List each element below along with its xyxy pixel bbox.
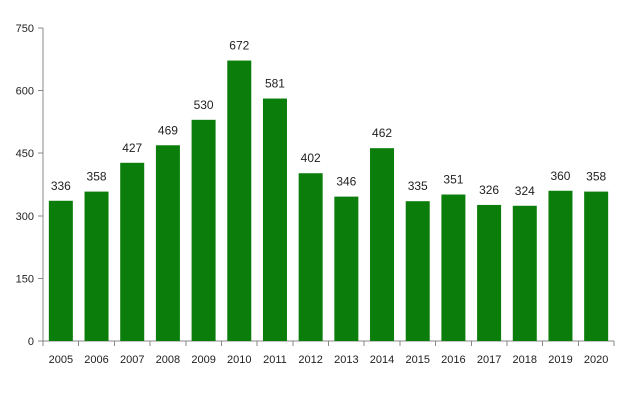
bars — [48, 60, 609, 342]
data-label-2008: 469 — [158, 123, 178, 137]
x-tick-label: 2019 — [548, 354, 572, 366]
data-label-2010: 672 — [229, 39, 249, 53]
x-tick-label: 2016 — [441, 354, 465, 366]
x-tick-label: 2020 — [584, 354, 608, 366]
bar-2018 — [512, 205, 537, 341]
x-tick-label: 2008 — [156, 354, 180, 366]
y-tick-label: 150 — [16, 273, 34, 285]
x-tick-label: 2012 — [298, 354, 322, 366]
bar-2014 — [370, 148, 395, 341]
data-label-2006: 358 — [87, 170, 107, 184]
data-label-2020: 358 — [586, 170, 606, 184]
data-label-2015: 335 — [408, 179, 428, 193]
x-tick-label: 2007 — [120, 354, 144, 366]
bar-2019 — [548, 190, 573, 341]
x-tick-label: 2015 — [405, 354, 429, 366]
x-tick-label: 2017 — [477, 354, 501, 366]
bar-2011 — [262, 98, 287, 342]
bar-2016 — [441, 194, 466, 341]
data-label-2005: 336 — [51, 179, 71, 193]
bar-2017 — [477, 204, 502, 341]
bar-2012 — [298, 173, 323, 341]
y-tick-label: 300 — [16, 211, 34, 223]
bar-2008 — [155, 145, 180, 341]
data-label-2012: 402 — [301, 151, 321, 165]
bar-2007 — [120, 162, 145, 341]
y-tick-label: 450 — [16, 148, 34, 160]
x-tick-label: 2005 — [49, 354, 73, 366]
y-tick-label: 600 — [16, 86, 34, 98]
bar-2009 — [191, 119, 216, 342]
data-labels: 336 358 427 469 530 672 581 402 346 462 335 351 326 3… — [51, 39, 607, 198]
data-label-2007: 427 — [122, 141, 142, 155]
data-label-2009: 530 — [194, 98, 214, 112]
data-label-2017: 326 — [479, 183, 499, 197]
y-tick-label: 0 — [28, 336, 34, 348]
bar-2013 — [334, 196, 359, 341]
x-tick-label: 2018 — [513, 354, 537, 366]
x-tick-label: 2010 — [227, 354, 251, 366]
data-label-2014: 462 — [372, 126, 392, 140]
x-tick-label: 2006 — [84, 354, 108, 366]
x-axis: 2005 2006 2007 2008 2009 2010 2011 2012 2013 2014… — [42, 340, 615, 366]
data-label-2013: 346 — [336, 175, 356, 189]
y-tick-label: 750 — [16, 23, 34, 35]
x-tick-label: 2014 — [370, 354, 394, 366]
bar-2015 — [405, 201, 430, 341]
bar-2010 — [227, 60, 252, 341]
data-label-2011: 581 — [265, 77, 285, 91]
data-label-2019: 360 — [550, 169, 570, 183]
bar-2006 — [84, 191, 109, 341]
bar-2005 — [48, 200, 73, 341]
data-label-2018: 324 — [515, 184, 535, 198]
x-tick-label: 2009 — [191, 354, 215, 366]
data-label-2016: 351 — [443, 173, 463, 187]
x-tick-label: 2011 — [263, 354, 287, 366]
x-tick-label: 2013 — [334, 354, 358, 366]
y-axis: 0 150 300 450 600 750 — [16, 23, 44, 348]
bar-2020 — [584, 191, 609, 341]
